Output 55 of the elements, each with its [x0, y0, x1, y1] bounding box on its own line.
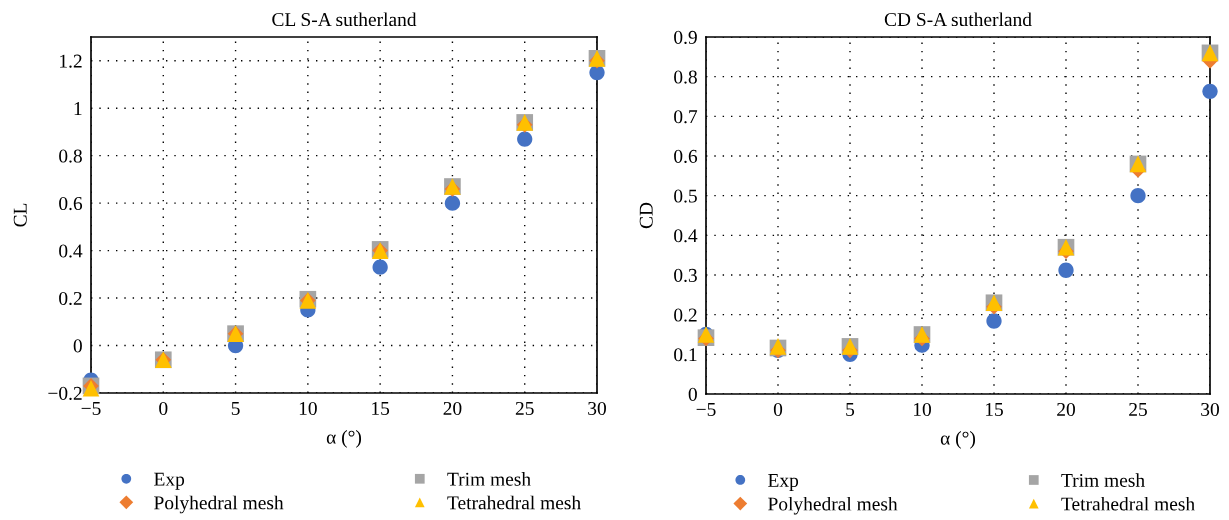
x-tick-label: 5 — [846, 403, 855, 417]
x-tick-label: −5 — [81, 402, 101, 416]
point — [372, 259, 388, 275]
y-tick-label: 0.6 — [674, 149, 698, 164]
y-axis-title: CL — [13, 203, 27, 227]
y-tick-label: 0.9 — [674, 30, 697, 45]
legend-label: Tetrahedral mesh — [1061, 496, 1195, 511]
y-tick-label: 0.8 — [674, 70, 697, 84]
y-tick-label: 0 — [73, 339, 82, 353]
x-tick-label: 10 — [913, 402, 931, 417]
x-axis-title: α (°) — [326, 430, 362, 448]
x-tick-label: 20 — [443, 401, 462, 416]
y-tick-label: 0.2 — [674, 308, 697, 322]
legend-label: Trim mesh — [1061, 473, 1145, 487]
x-tick-label: 30 — [1201, 402, 1219, 417]
legend-label: Tetrahedral mesh — [447, 495, 581, 510]
y-tick-label: 0.2 — [59, 291, 82, 306]
point — [517, 131, 533, 147]
y-tick-label: 0.8 — [59, 149, 82, 163]
y-tick-label: 0.5 — [674, 189, 697, 203]
x-axis-title: α (°) — [940, 431, 976, 449]
x-tick-label: 20 — [1057, 402, 1075, 417]
point — [1202, 83, 1218, 99]
y-tick-label: 1.2 — [60, 54, 82, 68]
legend-label: Polyhedral mesh — [768, 496, 898, 515]
legend-label: Exp — [768, 474, 799, 491]
x-tick-label: 25 — [1129, 402, 1147, 417]
x-tick-label: 15 — [985, 402, 1003, 417]
x-tick-label: −5 — [696, 403, 716, 417]
point — [1130, 188, 1146, 204]
y-tick-label: −0.2 — [48, 386, 82, 401]
y-tick-label: 1 — [74, 102, 82, 115]
y-axis-title: CD — [639, 202, 653, 229]
x-tick-label: 30 — [588, 401, 606, 416]
y-tick-label: 0 — [688, 387, 697, 401]
chart-title: CD S-A sutherland — [884, 12, 1032, 27]
point — [1058, 262, 1074, 278]
y-tick-label: 0.4 — [674, 229, 698, 243]
y-tick-label: 0.4 — [59, 244, 83, 258]
y-tick-label: 0.6 — [59, 196, 83, 211]
x-tick-label: 10 — [299, 401, 317, 416]
x-tick-label: 0 — [773, 402, 783, 417]
legend-label: Trim mesh — [447, 472, 531, 486]
point — [444, 195, 461, 211]
legend-label: Exp — [154, 472, 185, 490]
x-tick-label: 25 — [515, 401, 534, 416]
y-tick-label: 0.7 — [674, 110, 698, 124]
x-tick-label: 5 — [231, 402, 240, 416]
legend-label: Polyhedral mesh — [154, 495, 284, 514]
x-tick-label: 0 — [159, 401, 168, 416]
y-tick-label: 0.3 — [674, 268, 697, 283]
x-tick-label: 15 — [372, 401, 390, 416]
point — [986, 313, 1002, 329]
y-tick-label: 0.1 — [674, 348, 697, 362]
chart-title: CL S-A sutherland — [272, 12, 417, 27]
